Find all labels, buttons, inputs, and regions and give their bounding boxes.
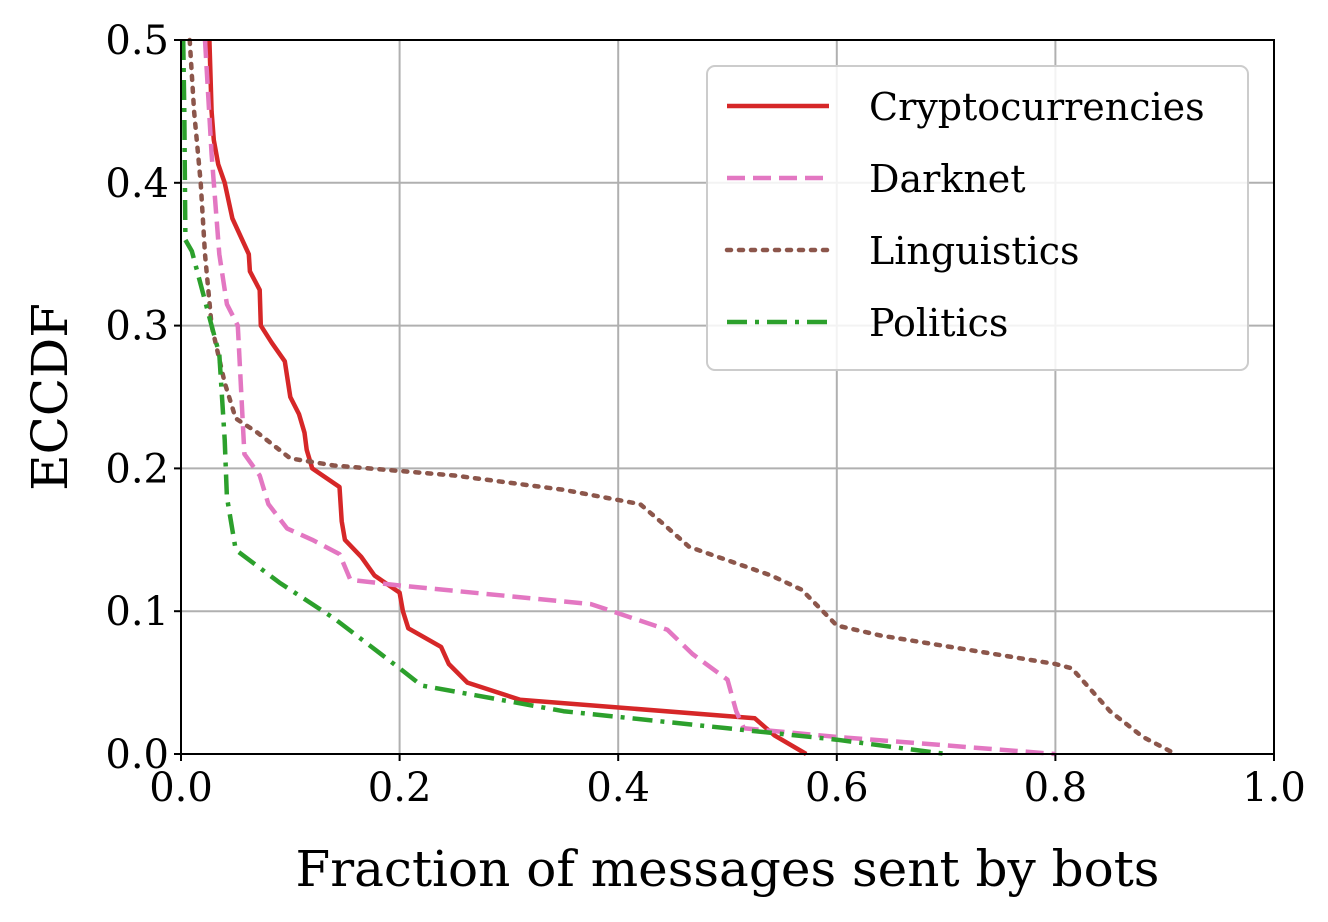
x-tick-label-0: 0.0	[149, 765, 213, 811]
x-axis-title: Fraction of messages sent by bots	[296, 840, 1160, 898]
x-tick-label-5: 1.0	[1242, 765, 1306, 811]
series-lines	[180, 37, 1178, 757]
y-tick-label-1: 0.1	[105, 589, 169, 635]
x-tick-label-4: 0.8	[1024, 765, 1088, 811]
legend-box	[706, 65, 1249, 371]
legend-label-politics: Politics	[869, 301, 1008, 345]
y-axis-title: ECCDF	[21, 303, 79, 491]
y-tick-label-3: 0.3	[105, 304, 169, 350]
series-line-linguistics	[187, 37, 1178, 757]
x-tick-label-1: 0.2	[368, 765, 432, 811]
y-tick-label-5: 0.5	[105, 18, 169, 64]
x-tick-label-2: 0.4	[586, 765, 650, 811]
series-line-politics	[180, 39, 947, 757]
legend-label-linguistics: Linguistics	[869, 229, 1080, 273]
y-tick-label-4: 0.4	[105, 161, 169, 207]
series-line-darknet	[202, 39, 1056, 757]
y-tick-label-2: 0.2	[105, 446, 169, 492]
legend: Cryptocurrencies Darknet Linguistics Politi…	[706, 65, 1249, 371]
legend-label-cryptocurrencies: Cryptocurrencies	[869, 85, 1205, 129]
y-tick-label-0: 0.0	[105, 732, 169, 778]
x-tick-label-3: 0.6	[805, 765, 869, 811]
legend-label-darknet: Darknet	[869, 157, 1026, 201]
series-line-cryptocurrencies	[207, 39, 808, 756]
axes-frame	[180, 39, 1275, 755]
axis-ticks: 0.0 0.2 0.4 0.6 0.8 1.0 0.0 0.1 0.2 0.3 0.4 0.5	[105, 18, 1305, 811]
